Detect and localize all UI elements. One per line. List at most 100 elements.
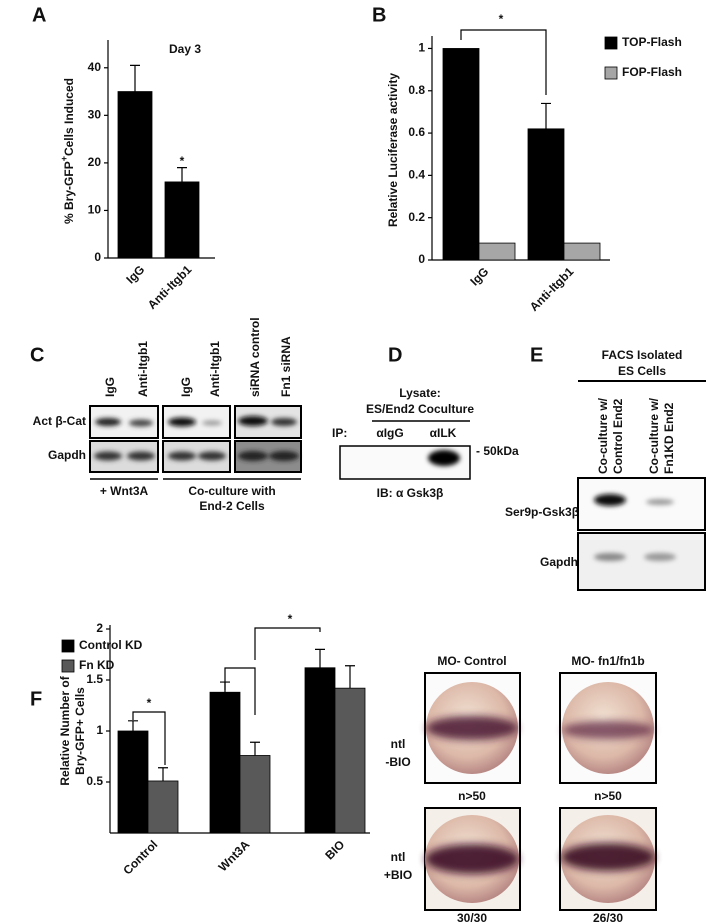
lane-label: αIgG	[376, 426, 403, 440]
significance-bracket	[460, 29, 547, 95]
group-label: Co-culture with	[188, 484, 275, 498]
blot-e	[577, 477, 706, 591]
significance-mark: *	[499, 12, 504, 26]
ib-label: IB: α Gsk3β	[377, 486, 444, 500]
lane-label: αILK	[430, 426, 457, 440]
bar	[334, 687, 366, 834]
panel-letter: E	[530, 344, 543, 366]
header: FACS Isolated	[602, 348, 683, 362]
blot-c-columns: IgG Anti-Itgb1 IgG Anti-Itgb1 siRNA cont…	[103, 317, 293, 397]
lane-label: Anti-Itgb1	[136, 341, 150, 397]
x-tick-label: Wnt3A	[216, 837, 253, 874]
y-tick-label: 0.2	[408, 210, 425, 224]
count: n>50	[594, 789, 622, 803]
header: ES Cells	[618, 364, 666, 378]
bar	[117, 91, 153, 259]
row-label: Act β-Cat	[33, 414, 86, 428]
row-label: ntl	[391, 850, 406, 864]
row-label: ntl	[391, 737, 406, 751]
lane-label: Fn1 siRNA	[279, 336, 293, 397]
header: ES/End2 Coculture	[366, 402, 474, 416]
legend-label: Fn KD	[79, 658, 115, 672]
lane-label: IgG	[179, 377, 193, 397]
significance-mark: *	[288, 612, 293, 626]
group-label: + Wnt3A	[100, 484, 149, 498]
lane-label: Co-culture w/	[647, 397, 661, 474]
lane-label: Anti-Itgb1	[208, 341, 222, 397]
y-tick-label: 10	[88, 203, 102, 217]
x-tick-label: Anti-Itgb1	[145, 262, 195, 312]
row-label: -BIO	[385, 755, 410, 769]
count: 30/30	[457, 911, 487, 924]
y-tick-label: 0.5	[86, 774, 103, 788]
x-tick-label: Control	[120, 837, 160, 877]
lane-label: Control End2	[611, 398, 625, 474]
header: Lysate:	[399, 386, 441, 400]
ip-label: IP:	[332, 426, 347, 440]
bar	[527, 128, 565, 261]
column-label: MO- fn1/fn1b	[571, 654, 644, 668]
row-label: +BIO	[384, 868, 412, 882]
bar	[239, 755, 271, 834]
bar	[117, 730, 149, 834]
significance-bracket	[132, 711, 166, 765]
bar	[147, 780, 179, 834]
error-bar	[345, 665, 355, 689]
chart-title: Day 3	[169, 42, 201, 56]
y-tick-label: 0.4	[408, 168, 425, 182]
bar	[304, 667, 336, 834]
legend-label: TOP-Flash	[622, 35, 682, 49]
legend-swatch	[61, 639, 75, 653]
y-tick-label: 1	[418, 41, 425, 55]
marker: - 50kDa	[476, 444, 519, 458]
legend-swatch	[604, 36, 618, 50]
y-tick-label: 20	[88, 155, 102, 169]
x-tick-label: Anti-Itgb1	[527, 264, 577, 314]
y-tick-label: 30	[88, 108, 102, 122]
y-axis-label-part: Cells Induced	[62, 78, 76, 156]
y-tick-label: 1.5	[86, 672, 103, 686]
lane-label: IgG	[103, 377, 117, 397]
lane-label: siRNA control	[248, 317, 262, 397]
y-tick-label: 2	[96, 621, 103, 635]
count: 26/30	[593, 911, 623, 924]
error-bar	[250, 741, 260, 756]
legend-swatch	[604, 66, 618, 80]
legend-label: Control KD	[79, 638, 143, 652]
bar	[478, 242, 516, 261]
row-label: Ser9p-Gsk3β	[505, 505, 579, 519]
bar	[209, 691, 241, 834]
y-tick-label: 40	[88, 60, 102, 74]
y-tick-label: 0.6	[408, 125, 425, 139]
y-axis-label: Bry-GFP+ Cells	[73, 687, 87, 775]
panel-letter: F	[30, 688, 42, 710]
panel-letter: C	[30, 344, 44, 366]
error-bar	[128, 720, 138, 731]
significance-bracket	[224, 667, 256, 715]
bar	[442, 48, 480, 261]
significance-mark: *	[180, 154, 185, 168]
y-axis-label: % Bry-GFP+Cells Induced	[59, 78, 76, 224]
panel-letter: D	[388, 344, 402, 366]
y-tick-label: 0	[418, 252, 425, 266]
error-bar	[130, 64, 140, 92]
blot-d	[339, 445, 471, 480]
y-tick-label: 0	[94, 250, 101, 264]
significance-mark: *	[147, 696, 152, 710]
count: n>50	[458, 789, 486, 803]
bar	[164, 181, 200, 259]
error-bar	[541, 102, 551, 129]
error-bar	[315, 648, 325, 668]
group-label: End-2 Cells	[199, 499, 265, 513]
error-bar	[177, 167, 187, 182]
legend-swatch	[61, 659, 75, 673]
y-axis-label: Relative Luciferase activity	[386, 73, 400, 227]
lane-label: Fn1KD End2	[662, 402, 676, 474]
y-tick-label: 1	[96, 723, 103, 737]
x-tick-label: IgG	[467, 264, 491, 288]
x-tick-label: BIO	[322, 837, 347, 862]
y-axis-label-part: +	[59, 156, 69, 161]
row-label: Gapdh	[540, 555, 578, 569]
panel-letter: B	[372, 4, 386, 26]
